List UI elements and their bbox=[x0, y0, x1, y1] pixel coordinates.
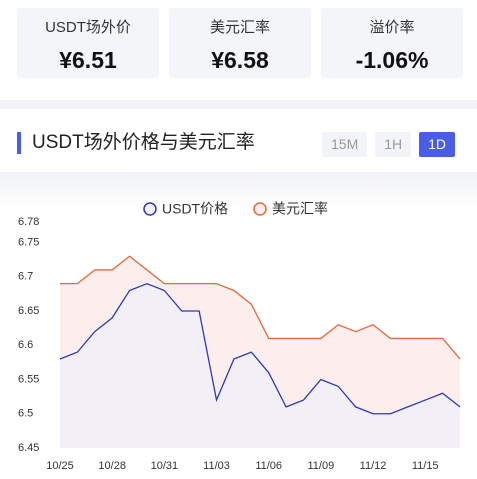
chart: 6.45 6.5 6.55 6.6 6.65 6.7 6.75 6.78 10/25 10/28 1… bbox=[0, 172, 477, 479]
x-tick-label: 10/25 bbox=[46, 460, 74, 472]
y-tick-label: 6.6 bbox=[18, 339, 33, 351]
line bbox=[59, 282, 461, 415]
range-button[interactable]: 15M bbox=[322, 132, 368, 157]
card-value: -1.06% bbox=[355, 47, 429, 73]
card: USDT场外价 ¥6.51 bbox=[17, 8, 159, 78]
x-tick-label: 11/12 bbox=[360, 460, 387, 472]
card-label: 溢价率 bbox=[369, 19, 415, 36]
y-tick-label: 6.55 bbox=[18, 373, 39, 385]
separator bbox=[0, 100, 477, 109]
card-value: ¥6.58 bbox=[211, 47, 269, 73]
legend-label: USDT价格 bbox=[162, 201, 228, 217]
y-tick-label: 6.7 bbox=[18, 271, 33, 283]
line bbox=[60, 255, 461, 360]
x-tick-label: 11/06 bbox=[255, 460, 282, 472]
legend-label: 美元汇率 bbox=[272, 201, 328, 217]
y-tick-label: 6.5 bbox=[18, 408, 33, 420]
x-tick-label: 10/28 bbox=[98, 460, 126, 472]
range-button[interactable]: 1H bbox=[375, 132, 412, 157]
x-tick-label: 11/15 bbox=[412, 460, 439, 472]
cards: USDT场外价 ¥6.51 美元汇率 ¥6.58 溢价率 -1.06% bbox=[17, 8, 463, 78]
x-tick-label: 11/03 bbox=[203, 460, 230, 472]
card-label: USDT场外价 bbox=[45, 19, 131, 36]
x-tick-label: 10/31 bbox=[151, 460, 179, 472]
y-tick-label: 6.65 bbox=[18, 305, 39, 317]
range-buttons: 15M 1H 1D bbox=[322, 132, 456, 157]
range-button[interactable]: 1D bbox=[419, 132, 456, 157]
legend-marker bbox=[253, 202, 267, 216]
card: 溢价率 -1.06% bbox=[321, 8, 463, 78]
card-value: ¥6.51 bbox=[59, 47, 117, 73]
panel-title: USDT场外价格与美元汇率 bbox=[17, 132, 255, 154]
y-tick-label: 6.45 bbox=[18, 442, 39, 454]
x-tick-label: 11/09 bbox=[308, 460, 335, 472]
legend-marker bbox=[143, 202, 157, 216]
y-tick-label: 6.75 bbox=[18, 236, 39, 248]
area bbox=[60, 283, 460, 448]
y-tick-label: 6.78 bbox=[18, 216, 39, 228]
card: 美元汇率 ¥6.58 bbox=[169, 8, 311, 78]
card-label: 美元汇率 bbox=[209, 19, 270, 36]
